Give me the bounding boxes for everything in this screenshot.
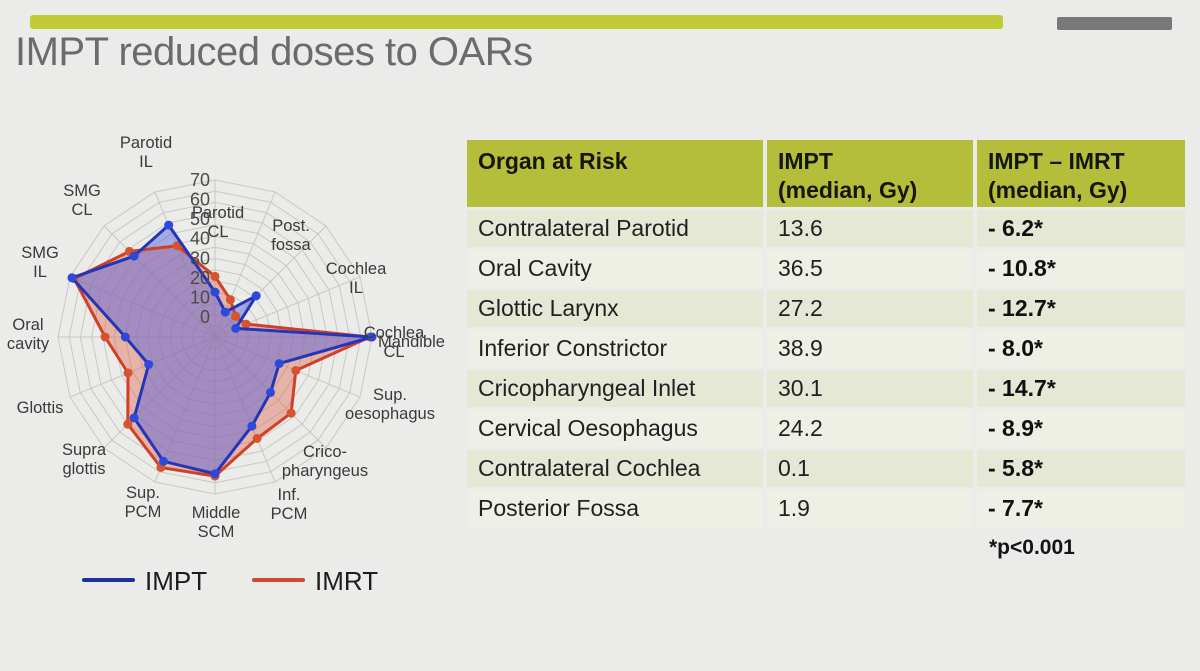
table-cell-impt: 13.6: [767, 210, 973, 247]
radar-axis-label: SMG IL: [21, 244, 59, 281]
table-cell-diff: - 10.8*: [977, 250, 1185, 287]
impt-marker: [367, 332, 377, 342]
radar-tick-label: 10: [190, 287, 210, 307]
radar-axis-label: Parotid IL: [120, 134, 172, 171]
radar-axis-label: Oral cavity: [7, 316, 50, 353]
table-cell-diff: - 12.7*: [977, 290, 1185, 327]
impt-marker: [159, 456, 168, 466]
legend-swatch-imrt: [252, 578, 305, 582]
table-cell-diff: - 5.8*: [977, 450, 1185, 487]
imrt-marker: [172, 241, 182, 251]
impt-marker: [220, 307, 230, 317]
impt-marker: [129, 413, 139, 423]
table-header-organ: Organ at Risk: [467, 140, 763, 207]
radar-tick-label: 0: [200, 307, 210, 327]
radar-axis-label: Inf. PCM: [271, 486, 308, 523]
radar-axis-label: Supra glottis: [62, 441, 107, 478]
imrt-marker: [231, 311, 241, 321]
significance-footnote: *p<0.001: [989, 536, 1075, 559]
imrt-marker: [252, 434, 262, 443]
impt-marker: [67, 273, 77, 283]
table-cell-impt: 36.5: [767, 250, 973, 287]
impt-area: [72, 225, 372, 474]
table-cell-impt: 24.2: [767, 410, 973, 447]
radar-tick-label: 70: [190, 170, 210, 190]
radar-tick-label: 50: [190, 209, 210, 229]
oar-table: Organ at Risk IMPT (median, Gy) IMPT – I…: [467, 140, 1185, 527]
radar-axis-label: Cochlea IL: [326, 260, 387, 297]
imrt-marker: [123, 368, 133, 378]
table-cell-organ: Inferior Constrictor: [467, 330, 763, 367]
impt-marker: [129, 251, 139, 261]
chart-legend: IMPT IMRT: [0, 566, 460, 596]
table-cell-impt: 27.2: [767, 290, 973, 327]
table-cell-organ: Glottic Larynx: [467, 290, 763, 327]
impt-marker: [266, 388, 275, 397]
imrt-marker: [100, 332, 110, 342]
table-cell-diff: - 7.7*: [977, 490, 1185, 527]
radar-axis-label: Crico-pharyngeus: [282, 443, 368, 480]
table-cell-diff: - 6.2*: [977, 210, 1185, 247]
radar-axis-label: Cochlea CL: [364, 324, 425, 361]
table-cell-organ: Cervical Oesophagus: [467, 410, 763, 447]
impt-marker: [231, 323, 241, 333]
table-cell-diff: - 14.7*: [977, 370, 1185, 407]
table-header-diff: IMPT – IMRT (median, Gy): [977, 140, 1185, 207]
radar-axis-label: Glottis: [17, 399, 64, 417]
impt-marker: [144, 360, 154, 369]
table-cell-organ: Contralateral Cochlea: [467, 450, 763, 487]
imrt-marker: [123, 419, 133, 429]
legend-label-imrt: IMRT: [315, 566, 379, 596]
radar-axis-label: Sup. PCM: [125, 484, 162, 521]
radar-tick-label: 40: [190, 229, 210, 249]
radar-axis-label: SMG CL: [63, 182, 101, 219]
table-cell-impt: 38.9: [767, 330, 973, 367]
impt-marker: [247, 421, 257, 431]
radar-axis-label: Mandible: [378, 333, 445, 351]
table-cell-impt: 0.1: [767, 450, 973, 487]
impt-marker: [251, 291, 261, 301]
impt-marker: [210, 287, 220, 297]
radar-tick-label: 30: [190, 248, 210, 268]
impt-marker: [210, 469, 220, 479]
radar-axis-label: Post. fossa: [271, 217, 311, 254]
table-cell-diff: - 8.9*: [977, 410, 1185, 447]
table-cell-impt: 30.1: [767, 370, 973, 407]
top-accent-bar: [30, 15, 1003, 29]
radar-axis-label: Middle SCM: [192, 504, 241, 541]
imrt-marker: [225, 295, 235, 305]
table-header-impt: IMPT (median, Gy): [767, 140, 973, 207]
table-cell-organ: Contralateral Parotid: [467, 210, 763, 247]
radar-tick-label: 60: [190, 190, 210, 210]
table-cell-organ: Cricopharyngeal Inlet: [467, 370, 763, 407]
legend-swatch-impt: [82, 578, 135, 582]
top-right-gray-block: [1057, 17, 1172, 30]
table-cell-diff: - 8.0*: [977, 330, 1185, 367]
radar-axis-label: Sup. oesophagus: [345, 386, 435, 423]
impt-marker: [164, 220, 174, 230]
table-cell-impt: 1.9: [767, 490, 973, 527]
radar-tick-label: 20: [190, 268, 210, 288]
impt-marker: [120, 332, 130, 342]
imrt-marker: [286, 408, 296, 418]
imrt-marker: [210, 271, 220, 281]
table-cell-organ: Oral Cavity: [467, 250, 763, 287]
legend-label-impt: IMPT: [145, 566, 208, 596]
imrt-marker: [291, 366, 301, 375]
table-cell-organ: Posterior Fossa: [467, 490, 763, 527]
imrt-marker: [241, 319, 251, 329]
impt-marker: [274, 359, 284, 369]
page-title: IMPT reduced doses to OARs: [15, 30, 533, 74]
radar-axis-label: Parotid CL: [192, 204, 244, 241]
